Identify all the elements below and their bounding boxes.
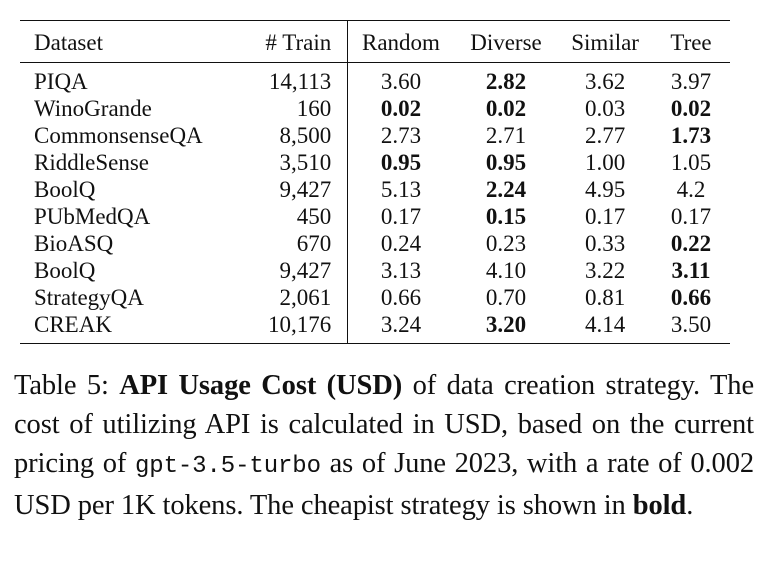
cell-similar: 0.33 bbox=[585, 231, 626, 256]
cell-diverse: 2.24 bbox=[485, 177, 527, 202]
table-row: PIQA 14,113 3.60 2.82 3.62 3.97 bbox=[20, 62, 730, 95]
cell-diverse: 0.23 bbox=[485, 231, 527, 256]
cell-random: 0.02 bbox=[380, 96, 422, 121]
caption-end: . bbox=[686, 490, 694, 521]
cell-tree: 1.05 bbox=[670, 150, 712, 175]
cell-tree: 4.2 bbox=[676, 177, 706, 202]
cell-dataset: CREAK bbox=[34, 312, 112, 337]
cell-train: 160 bbox=[229, 95, 349, 122]
cell-random: 0.17 bbox=[380, 204, 422, 229]
cell-similar: 0.03 bbox=[585, 96, 626, 121]
cell-tree: 3.11 bbox=[671, 258, 711, 283]
cell-train: 2,061 bbox=[229, 284, 349, 311]
cell-diverse: 2.82 bbox=[485, 69, 527, 94]
header-random: Random bbox=[361, 30, 440, 55]
cell-dataset: CommonsenseQA bbox=[34, 123, 203, 148]
table-top-rule bbox=[20, 20, 730, 21]
cell-random: 0.66 bbox=[380, 285, 422, 310]
cell-tree: 3.97 bbox=[670, 69, 712, 94]
table-row: WinoGrande 160 0.02 0.02 0.03 0.02 bbox=[20, 95, 730, 122]
cell-dataset: BoolQ bbox=[34, 258, 96, 283]
cell-similar: 2.77 bbox=[585, 123, 626, 148]
header-similar: Similar bbox=[571, 30, 639, 55]
header-diverse: Diverse bbox=[470, 30, 542, 55]
cell-similar: 4.14 bbox=[585, 312, 626, 337]
caption-model-name: gpt-3.5-turbo bbox=[134, 453, 321, 480]
cell-tree: 0.66 bbox=[670, 285, 712, 310]
table-caption: Table 5: API Usage Cost (USD) of data cr… bbox=[14, 366, 754, 525]
cell-random: 3.24 bbox=[380, 312, 422, 337]
caption-title: API Usage Cost (USD) bbox=[119, 370, 403, 401]
cost-table: Dataset # Train Random Diverse Similar T… bbox=[20, 21, 730, 343]
cell-dataset: BioASQ bbox=[34, 231, 114, 256]
cell-train: 9,427 bbox=[229, 176, 349, 203]
cell-similar: 1.00 bbox=[585, 150, 626, 175]
table-row: BoolQ 9,427 3.13 4.10 3.22 3.11 bbox=[20, 257, 730, 284]
cell-train: 10,176 bbox=[229, 311, 349, 343]
cell-dataset: StrategyQA bbox=[34, 285, 144, 310]
cell-train: 450 bbox=[229, 203, 349, 230]
cell-random: 0.95 bbox=[380, 150, 422, 175]
cell-diverse: 4.10 bbox=[485, 258, 527, 283]
cell-random: 5.13 bbox=[380, 177, 422, 202]
cell-tree: 1.73 bbox=[670, 123, 712, 148]
table-row: RiddleSense 3,510 0.95 0.95 1.00 1.05 bbox=[20, 149, 730, 176]
cell-similar: 0.17 bbox=[585, 204, 626, 229]
table-row: CREAK 10,176 3.24 3.20 4.14 3.50 bbox=[20, 311, 730, 343]
cell-tree: 3.50 bbox=[670, 312, 712, 337]
cell-similar: 4.95 bbox=[585, 177, 626, 202]
header-tree: Tree bbox=[670, 30, 712, 55]
cell-dataset: WinoGrande bbox=[34, 96, 152, 121]
cell-train: 3,510 bbox=[229, 149, 349, 176]
cell-train: 8,500 bbox=[229, 122, 349, 149]
cell-diverse: 0.15 bbox=[485, 204, 527, 229]
table-row: CommonsenseQA 8,500 2.73 2.71 2.77 1.73 bbox=[20, 122, 730, 149]
cell-dataset: PIQA bbox=[34, 69, 88, 94]
cost-table-container: Dataset # Train Random Diverse Similar T… bbox=[20, 20, 730, 344]
header-row: Dataset # Train Random Diverse Similar T… bbox=[20, 21, 730, 63]
cell-tree: 0.22 bbox=[670, 231, 712, 256]
table-header: Dataset # Train Random Diverse Similar T… bbox=[20, 21, 730, 63]
cell-random: 3.60 bbox=[380, 69, 422, 94]
table-bottom-rule bbox=[20, 343, 730, 344]
cell-diverse: 2.71 bbox=[485, 123, 527, 148]
table-row: StrategyQA 2,061 0.66 0.70 0.81 0.66 bbox=[20, 284, 730, 311]
cell-diverse: 0.70 bbox=[485, 285, 527, 310]
cell-random: 2.73 bbox=[380, 123, 422, 148]
cell-train: 14,113 bbox=[229, 62, 349, 95]
table-row: BioASQ 670 0.24 0.23 0.33 0.22 bbox=[20, 230, 730, 257]
cell-random: 3.13 bbox=[380, 258, 422, 283]
cell-tree: 0.02 bbox=[670, 96, 712, 121]
caption-label: Table 5: bbox=[14, 370, 109, 401]
header-train: # Train bbox=[229, 21, 349, 63]
cell-dataset: PUbMedQA bbox=[34, 204, 151, 229]
cell-dataset: BoolQ bbox=[34, 177, 96, 202]
cell-train: 9,427 bbox=[229, 257, 349, 284]
cell-tree: 0.17 bbox=[670, 204, 712, 229]
cell-dataset: RiddleSense bbox=[34, 150, 149, 175]
header-dataset: Dataset bbox=[34, 30, 103, 55]
caption-emphasis: bold bbox=[632, 490, 687, 521]
table-body: PIQA 14,113 3.60 2.82 3.62 3.97 WinoGrande 160 0… bbox=[20, 62, 730, 343]
cell-train: 670 bbox=[229, 230, 349, 257]
cell-diverse: 0.95 bbox=[485, 150, 527, 175]
cell-similar: 3.62 bbox=[585, 69, 626, 94]
cell-similar: 3.22 bbox=[585, 258, 626, 283]
caption-text-1: of data creation strategy. The cost of u… bbox=[14, 370, 754, 479]
table-row: PUbMedQA 450 0.17 0.15 0.17 0.17 bbox=[20, 203, 730, 230]
cell-diverse: 3.20 bbox=[485, 312, 527, 337]
cell-similar: 0.81 bbox=[585, 285, 626, 310]
cell-random: 0.24 bbox=[380, 231, 422, 256]
cell-diverse: 0.02 bbox=[485, 96, 527, 121]
caption-text-2: as of June 2023, with a rate of 0.002 US… bbox=[14, 448, 755, 521]
table-row: BoolQ 9,427 5.13 2.24 4.95 4.2 bbox=[20, 176, 730, 203]
